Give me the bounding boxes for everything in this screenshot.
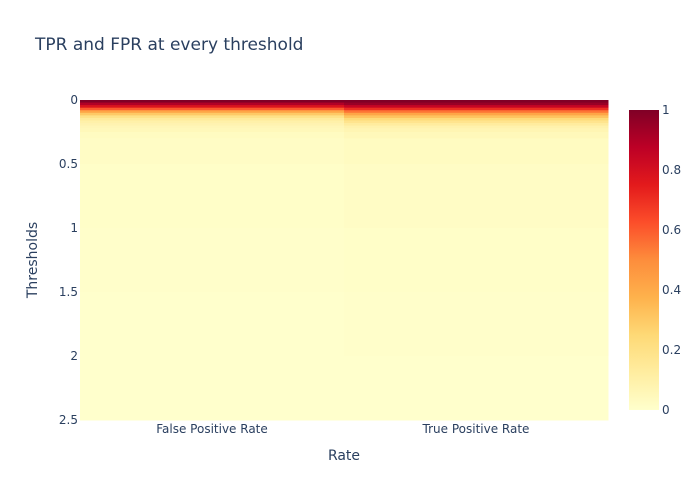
heatmap-cell [80,228,345,293]
heatmap-cell [344,356,609,421]
heatmap-cell [80,112,345,116]
heatmap-cell [344,100,609,104]
colorbar-tick-label: 0.4 [662,283,681,297]
colorbar-ticks: 0 0.2 0.4 0.6 0.8 1 [662,103,681,417]
heatmap-cell [80,164,345,229]
heatmap-cell [80,132,345,139]
heatmap-cell [80,105,345,109]
y-tick-label: 2.5 [59,413,78,427]
heatmap-cell [344,125,609,129]
heatmap-cell [80,117,345,121]
y-tick-label: 1.5 [59,285,78,299]
heatmap-cell [344,112,609,116]
colorbar-tick-label: 0.6 [662,223,681,237]
x-axis-ticks: False Positive Rate True Positive Rate [156,422,529,436]
x-tick-label: True Positive Rate [422,422,530,436]
heatmap-cell [80,102,345,106]
heatmap-cell [80,110,345,114]
heatmap-cell [80,292,345,357]
heatmap-cell [80,107,345,111]
heatmap-cell [344,120,609,124]
heatmap-cells [80,100,609,421]
heatmap-cell [80,100,345,104]
heatmap-cell [80,128,345,133]
heatmap-cell [344,164,609,229]
colorbar-tick-label: 0 [662,403,670,417]
heatmap-cell [344,102,609,106]
heatmap-cell [344,228,609,293]
heatmap-cell [344,117,609,121]
colorbar-tick-label: 0.8 [662,163,681,177]
heatmap-cell [80,123,345,127]
y-tick-label: 2 [70,349,78,363]
y-axis-ticks: 0 0.5 1 1.5 2 2.5 [59,93,78,427]
heatmap-cell [80,138,345,165]
heatmap-cell [80,356,345,421]
heatmap-cell [344,128,609,133]
x-tick-label: False Positive Rate [156,422,268,436]
heatmap-cell [344,292,609,357]
y-tick-label: 1 [70,221,78,235]
heatmap-cell [344,105,609,109]
heatmap-cell [344,138,609,165]
y-tick-label: 0.5 [59,157,78,171]
heatmap-cell [344,115,609,119]
heatmap-cell [344,132,609,139]
y-tick-label: 0 [70,93,78,107]
heatmap-cell [80,120,345,124]
colorbar-tick-label: 1 [662,103,670,117]
heatmap-cell [80,115,345,119]
heatmap-cell [80,125,345,129]
heatmap-cell [344,107,609,111]
colorbar [629,110,659,410]
chart-title: TPR and FPR at every threshold [34,35,303,55]
y-axis-title: Thresholds [25,222,41,299]
heatmap-cell [344,110,609,114]
colorbar-tick-label: 0.2 [662,343,681,357]
heatmap-cell [344,123,609,127]
x-axis-title: Rate [328,448,360,464]
